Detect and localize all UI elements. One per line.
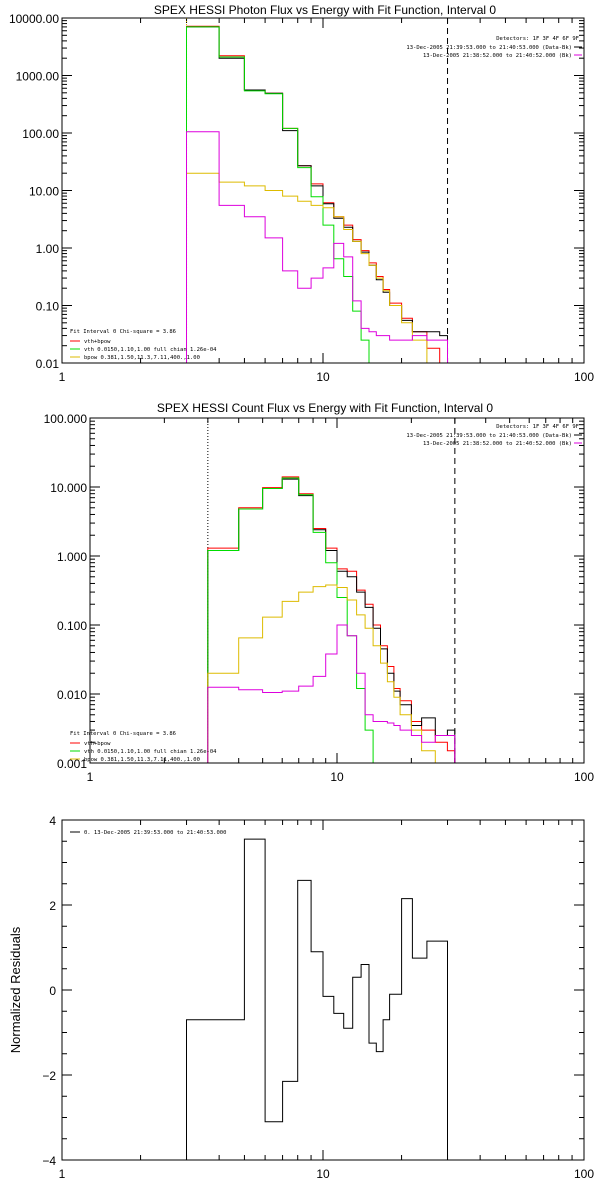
residuals-y-tick-label: −2 <box>42 1069 56 1083</box>
count-flux-x-tick-label: 1 <box>87 770 94 784</box>
photon-flux-axes-frame <box>61 17 585 364</box>
residuals-x-tick-label: 100 <box>574 1167 594 1181</box>
residuals-legend: 0. 13-Dec-2005 21:39:53.000 to 21:40:53.… <box>70 830 226 836</box>
interval-data-label-2: 13-Dec-2005 21:39:53.000 to 21:40:53.000… <box>406 433 572 439</box>
interval-bk-label-2: 13-Dec-2005 21:38:52.000 to 21:40:52.000… <box>423 441 572 447</box>
photon-flux-y-tick-label: 0.10 <box>36 300 60 314</box>
photon-flux-x-tick-label: 100 <box>574 370 594 384</box>
count-flux-y-tick-label: 10.000 <box>50 481 87 495</box>
photon-flux-panel: SPEX HESSI Photon Flux vs Energy with Fi… <box>9 3 594 384</box>
photon-flux-y-tick-label: 10000.00 <box>9 12 59 26</box>
fit-legend-header-2: Fit Interval 0 Chi-square = 3.86 <box>70 731 176 737</box>
fit-legend-bpow: bpow 0.381,1.50,11.3,7.11,400.,1.00 <box>84 355 200 361</box>
photon-flux-title: SPEX HESSI Photon Flux vs Energy with Fi… <box>154 3 496 17</box>
count-flux-y-tick-label: 100.000 <box>44 412 88 426</box>
fit-legend-vth-2: vth 0.0150,1.10,1.00 full chian 1.26e-04 <box>84 749 217 755</box>
count-flux-series-data <box>207 478 456 763</box>
residuals-x-tick-label: 10 <box>316 1167 330 1181</box>
fit-legend-total-2: vth+bpow <box>84 741 111 747</box>
residuals-y-tick-label: 2 <box>49 899 56 913</box>
fit-legend-header: Fit Interval 0 Chi-square = 3.86 <box>70 329 176 335</box>
photon-flux-data-legend: Detectors: 1F 3F 4F 6F 9F 13-Dec-2005 21… <box>406 36 582 59</box>
residuals-tick-labels: 1 10 100 4 2 0 −2 −4 <box>42 814 594 1181</box>
count-flux-y-tick-label: 0.010 <box>57 688 87 702</box>
count-flux-data-legend: Detectors: 1F 3F 4F 6F 9F 13-Dec-2005 21… <box>406 424 582 447</box>
count-flux-series-vth <box>207 477 374 763</box>
photon-flux-plot-area <box>186 18 449 363</box>
count-flux-series-bk <box>207 624 456 763</box>
photon-flux-y-tick-label: 1000.00 <box>16 70 60 84</box>
count-flux-series-bpow <box>207 584 436 763</box>
residuals-y-axis-label: Normalized Residuals <box>8 926 23 1053</box>
fit-legend-bpow-2: bpow 0.381,1.50,11.3,7.11,400.,1.00 <box>84 757 200 763</box>
photon-flux-fit-legend: Fit Interval 0 Chi-square = 3.86 vth+bpo… <box>70 329 217 361</box>
count-flux-fit-legend: Fit Interval 0 Chi-square = 3.86 vth+bpo… <box>70 731 217 763</box>
photon-flux-tick-labels: 1 10 100 10000.00 1000.00 100.00 10.00 1.00 0.10… <box>9 12 594 384</box>
count-flux-y-tick-label: 0.100 <box>57 619 87 633</box>
photon-flux-series-vth-bpow <box>186 25 448 363</box>
count-flux-x-tick-label: 100 <box>574 770 594 784</box>
residuals-y-tick-label: 4 <box>49 814 56 828</box>
count-flux-x-tick-label: 10 <box>330 770 344 784</box>
photon-flux-series-vth <box>186 26 370 363</box>
count-flux-y-tick-label: 0.001 <box>57 757 87 771</box>
residuals-plot-area <box>186 838 448 1160</box>
detectors-label-2: Detectors: 1F 3F 4F 6F 9F <box>496 424 579 430</box>
count-flux-title: SPEX HESSI Count Flux vs Energy with Fit… <box>157 401 493 415</box>
count-flux-y-tick-label: 1.000 <box>57 550 87 564</box>
photon-flux-y-tick-label: 10.00 <box>29 185 59 199</box>
count-flux-tick-labels: 1 10 100 100.000 10.000 1.000 0.100 0.010 0.001 <box>44 412 595 784</box>
interval-bk-label: 13-Dec-2005 21:38:52.000 to 21:40:52.000… <box>423 53 572 59</box>
count-flux-plot-area <box>207 418 456 763</box>
residuals-y-tick-label: 0 <box>49 984 56 998</box>
residuals-x-tick-label: 1 <box>59 1167 66 1181</box>
residuals-axes-frame <box>61 819 585 1161</box>
photon-flux-series-bpow <box>186 172 441 363</box>
residuals-series-0- <box>186 838 448 1160</box>
residuals-y-tick-label: −4 <box>42 1154 56 1168</box>
residuals-panel: 1 10 100 4 2 0 −2 −4 Normalized Residuals 0. 13… <box>8 814 594 1181</box>
interval-data-label: 13-Dec-2005 21:39:53.000 to 21:40:53.000… <box>406 45 572 51</box>
count-flux-panel: SPEX HESSI Count Flux vs Energy with Fit… <box>44 401 595 784</box>
photon-flux-y-tick-label: 0.01 <box>36 357 60 371</box>
residuals-legend-label: 0. 13-Dec-2005 21:39:53.000 to 21:40:53.… <box>84 830 226 836</box>
detectors-label: Detectors: 1F 3F 4F 6F 9F <box>496 36 579 42</box>
photon-flux-x-tick-label: 1 <box>59 370 66 384</box>
photon-flux-y-tick-label: 1.00 <box>36 242 60 256</box>
photon-flux-x-tick-label: 10 <box>316 370 330 384</box>
fit-legend-vth: vth 0.0150,1.10,1.00 full chian 1.26e-04 <box>84 347 217 353</box>
count-flux-axes-frame <box>89 417 585 764</box>
count-flux-series-vth-bpow <box>207 476 456 763</box>
photon-flux-series-bk <box>186 131 448 363</box>
photon-flux-y-tick-label: 100.00 <box>22 127 59 141</box>
fit-legend-total: vth+bpow <box>84 339 111 345</box>
